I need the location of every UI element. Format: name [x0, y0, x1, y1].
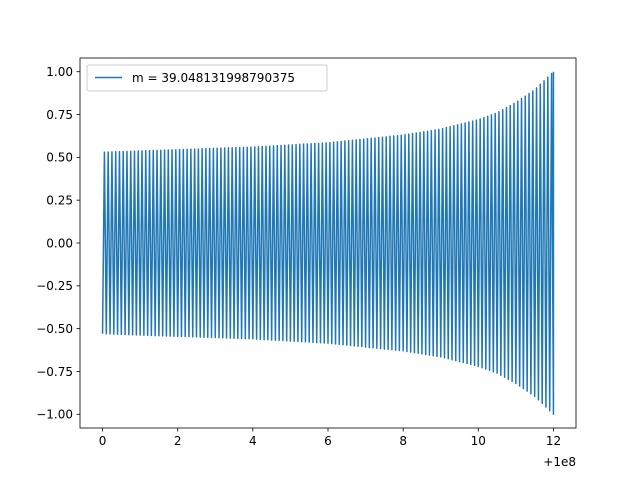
x-tick-label: 6: [324, 434, 332, 448]
x-tick-label: 0: [99, 434, 107, 448]
y-tick-label: 0.75: [46, 108, 73, 122]
y-tick-label: −0.75: [36, 365, 73, 379]
x-axis-offset-label: +1e8: [543, 455, 576, 469]
axes-layer: 0 2 4 6 8 10 12 1.00 0.75 0.50 0.25 0.00 −0.25 −0.50 −…: [36, 57, 577, 448]
y-tick-label: 1.00: [46, 65, 73, 79]
legend: m = 39.048131998790375: [86, 64, 328, 92]
y-tick-label: 0.25: [46, 193, 73, 207]
series-layer: [101, 71, 555, 416]
y-tick-label: 0.00: [46, 236, 73, 250]
x-tick-label: 8: [399, 434, 407, 448]
series-line: [101, 71, 555, 416]
x-tick-label: 10: [471, 434, 486, 448]
x-tick-label: 12: [546, 434, 561, 448]
y-tick-label: −0.25: [36, 279, 73, 293]
y-tick-label: 0.50: [46, 151, 73, 165]
y-tick-label: −0.50: [36, 322, 73, 336]
legend-label: m = 39.048131998790375: [132, 71, 295, 85]
x-tick-label: 2: [174, 434, 182, 448]
x-tick-label: 4: [249, 434, 257, 448]
legend-frame: [86, 64, 328, 92]
y-tick-label: −1.00: [36, 408, 73, 422]
